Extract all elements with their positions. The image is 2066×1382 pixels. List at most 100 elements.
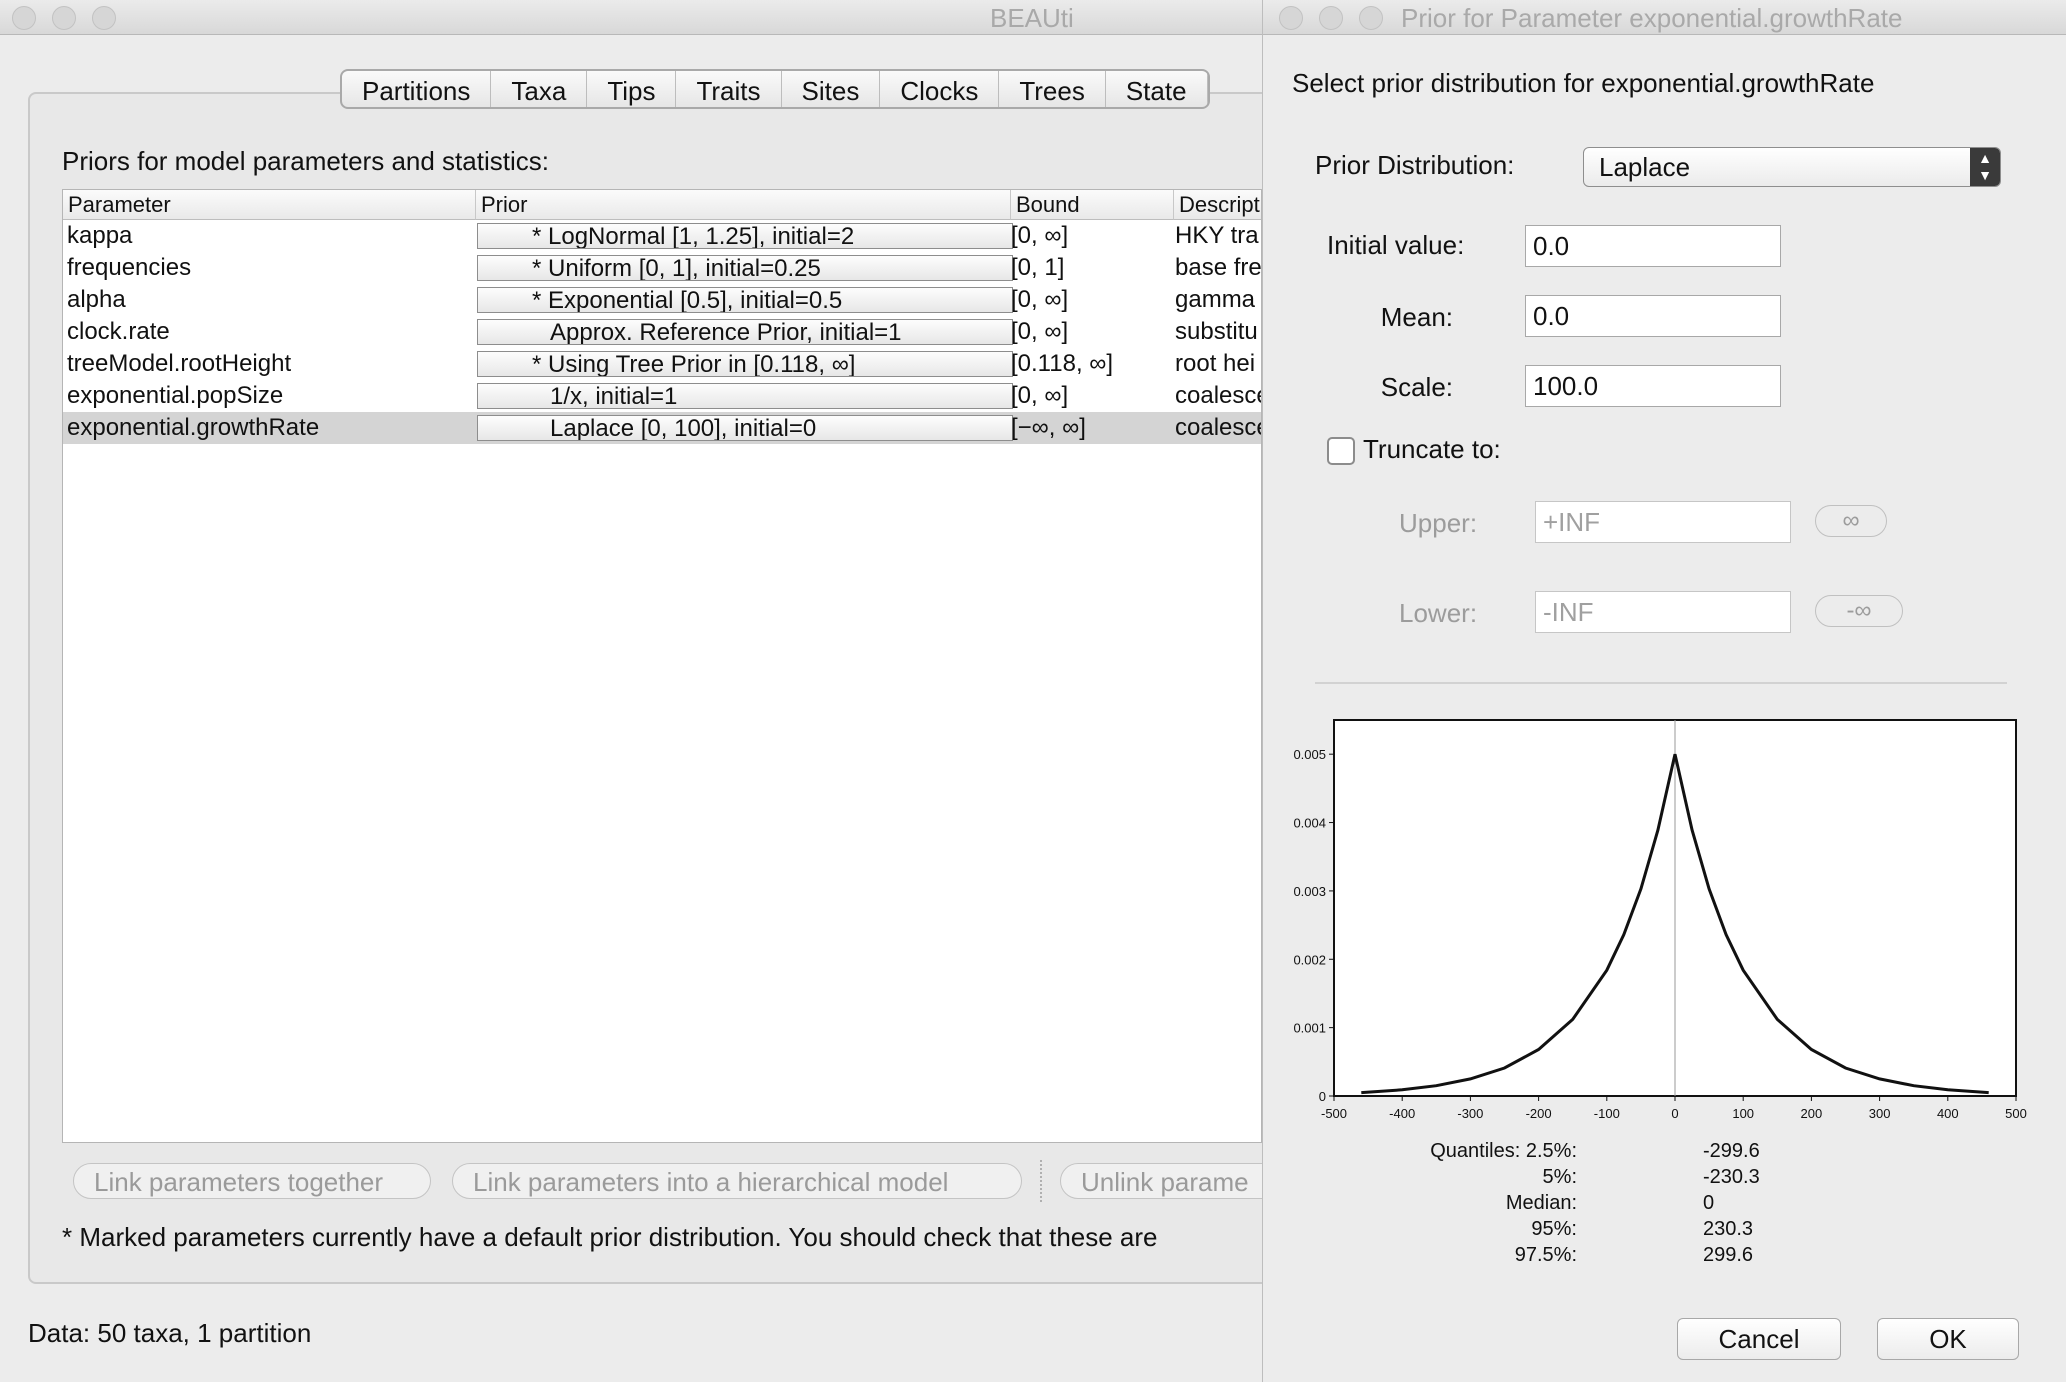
parameter-cell: treeModel.rootHeight xyxy=(67,350,292,377)
tab-bar: Partitions Taxa Tips Traits Sites Clocks… xyxy=(340,69,1210,109)
lower-label: Lower: xyxy=(1399,598,1478,628)
upper-input[interactable]: +INF xyxy=(1535,501,1791,543)
prior-cell-button[interactable]: * Using Tree Prior in [0.118, ∞] xyxy=(477,351,1013,377)
select-arrows-icon: ▲ ▼ xyxy=(1970,148,2000,186)
table-row[interactable]: clock.rate Approx. Reference Prior, init… xyxy=(63,316,1261,348)
parameter-cell: alpha xyxy=(67,286,126,313)
cancel-button[interactable]: Cancel xyxy=(1677,1318,1841,1360)
ok-button[interactable]: OK xyxy=(1877,1318,2019,1360)
table-row[interactable]: frequencies * Uniform [0, 1], initial=0.… xyxy=(63,252,1262,284)
table-row[interactable]: treeModel.rootHeight * Using Tree Prior … xyxy=(63,348,1261,380)
x-tick-label: 100 xyxy=(1732,1106,1754,1120)
prior-dialog: Prior for Parameter exponential.growthRa… xyxy=(1262,0,2066,1382)
dialog-heading: Select prior distribution for exponentia… xyxy=(1292,68,1875,98)
parameter-cell: frequencies xyxy=(67,254,192,281)
y-tick-label: 0 xyxy=(1319,1089,1326,1104)
prior-density-chart: -500 -400 -300 -200 -100 0 100 200 300 400 500 0 0.0… xyxy=(1293,719,2027,1120)
lower-input[interactable]: -INF xyxy=(1535,591,1791,633)
table-row[interactable]: kappa * LogNormal [1, 1.25], initial=2 [… xyxy=(63,220,1261,252)
lower-infinity-button[interactable]: -∞ xyxy=(1815,595,1903,627)
y-tick-label: 0.001 xyxy=(1293,1021,1326,1036)
table-row[interactable]: exponential.popSize 1/x, initial=1 [0, ∞… xyxy=(63,380,1261,412)
prior-cell-button[interactable]: * Exponential [0.5], initial=0.5 xyxy=(477,287,1013,313)
priors-table: Parameter Prior Bound Descript kappa * L… xyxy=(62,189,1262,1143)
bound-cell: [0, ∞] xyxy=(1011,286,1069,313)
zoom-window-button[interactable] xyxy=(92,6,116,30)
upper-infinity-button[interactable]: ∞ xyxy=(1815,505,1887,537)
bound-cell: [−∞, ∞] xyxy=(1011,414,1086,441)
prior-cell-button[interactable]: Laplace [0, 100], initial=0 xyxy=(477,415,1013,441)
table-row[interactable]: alpha * Exponential [0.5], initial=0.5 [… xyxy=(63,284,1261,316)
tab-taxa[interactable]: Taxa xyxy=(491,71,588,107)
bound-cell: [0, ∞] xyxy=(1011,382,1069,409)
description-cell: HKY tra xyxy=(1175,222,1259,249)
parameter-cell: clock.rate xyxy=(67,318,170,345)
tab-traits[interactable]: Traits xyxy=(676,71,782,107)
description-cell: coalesce xyxy=(1175,414,1262,441)
truncate-label: Truncate to: xyxy=(1363,434,1501,464)
parameter-cell: exponential.growthRate xyxy=(67,414,320,441)
tab-tips[interactable]: Tips xyxy=(587,71,677,107)
y-tick-label: 0.005 xyxy=(1293,747,1326,762)
minimize-window-button[interactable] xyxy=(52,6,76,30)
quantile-label: Median: xyxy=(1505,1192,1577,1214)
quantile-value: 230.3 xyxy=(1703,1218,1754,1240)
x-tick-label: -400 xyxy=(1389,1106,1415,1120)
quantile-value: 299.6 xyxy=(1703,1244,1754,1266)
close-window-button[interactable] xyxy=(12,6,36,30)
y-tick-label: 0.003 xyxy=(1293,884,1326,899)
dialog-close-button[interactable] xyxy=(1279,6,1303,30)
dialog-zoom-button[interactable] xyxy=(1359,6,1383,30)
quantiles-block: Quantiles: 2.5%: -299.6 5%: -230.3 Media… xyxy=(1263,1138,2066,1278)
link-hierarchical-button[interactable]: Link parameters into a hierarchical mode… xyxy=(452,1163,1022,1199)
mean-input[interactable]: 0.0 xyxy=(1525,295,1781,337)
table-row-selected[interactable]: exponential.growthRate Laplace [0, 100],… xyxy=(63,412,1262,444)
laplace-density-line xyxy=(1361,753,1989,1095)
tab-sites[interactable]: Sites xyxy=(782,71,881,107)
bound-cell: [0, 1] xyxy=(1011,254,1065,281)
dialog-minimize-button[interactable] xyxy=(1319,6,1343,30)
mean-label: Mean: xyxy=(1380,302,1453,332)
y-tick-label: 0.004 xyxy=(1293,816,1326,831)
prior-distribution-select[interactable]: Laplace ▲ ▼ xyxy=(1583,147,2001,187)
column-header-prior[interactable]: Prior xyxy=(476,190,1011,220)
scale-input[interactable]: 100.0 xyxy=(1525,365,1781,407)
prior-cell-button[interactable]: Approx. Reference Prior, initial=1 xyxy=(477,319,1013,345)
description-cell: base fre xyxy=(1175,254,1262,281)
x-tick-label: 200 xyxy=(1801,1106,1823,1120)
description-cell: substitu xyxy=(1175,318,1258,345)
prior-cell-button[interactable]: * LogNormal [1, 1.25], initial=2 xyxy=(477,223,1013,249)
description-cell: root hei xyxy=(1175,350,1256,377)
truncate-checkbox[interactable] xyxy=(1327,437,1355,465)
main-window-title: BEAUti xyxy=(990,3,1074,33)
x-tick-label: 300 xyxy=(1869,1106,1891,1120)
bound-cell: [0.118, ∞] xyxy=(1011,350,1114,377)
default-prior-footnote: * Marked parameters currently have a def… xyxy=(62,1222,1158,1252)
status-bar-text: Data: 50 taxa, 1 partition xyxy=(28,1318,312,1348)
button-separator xyxy=(1040,1160,1042,1202)
tab-states[interactable]: State xyxy=(1106,71,1208,107)
prior-cell-button[interactable]: * Uniform [0, 1], initial=0.25 xyxy=(477,255,1013,281)
tab-trees[interactable]: Trees xyxy=(999,71,1106,107)
x-tick-label: 500 xyxy=(2005,1106,2027,1120)
initial-value-input[interactable]: 0.0 xyxy=(1525,225,1781,267)
column-header-parameter[interactable]: Parameter xyxy=(63,190,476,220)
prior-distribution-label: Prior Distribution: xyxy=(1315,150,1515,180)
column-header-description[interactable]: Descript xyxy=(1174,190,1261,220)
main-window: BEAUti Partitions Taxa Tips Traits Sites… xyxy=(0,0,1320,1348)
column-header-bound[interactable]: Bound xyxy=(1011,190,1174,220)
quantile-value: 0 xyxy=(1703,1192,1715,1214)
quantile-value: -299.6 xyxy=(1703,1140,1760,1162)
quantile-label: 5%: xyxy=(1542,1166,1577,1188)
quantile-label: 95%: xyxy=(1531,1218,1577,1240)
x-tick-label: -500 xyxy=(1321,1106,1347,1120)
description-cell: gamma xyxy=(1175,286,1256,313)
main-titlebar: BEAUti xyxy=(0,0,1262,35)
x-tick-label: 0 xyxy=(1671,1106,1678,1120)
scale-label: Scale: xyxy=(1380,372,1453,402)
tab-partitions[interactable]: Partitions xyxy=(342,71,492,107)
tab-clocks[interactable]: Clocks xyxy=(880,71,1000,107)
link-parameters-together-button[interactable]: Link parameters together xyxy=(73,1163,431,1199)
prior-distribution-value: Laplace xyxy=(1599,152,1691,182)
prior-cell-button[interactable]: 1/x, initial=1 xyxy=(477,383,1013,409)
